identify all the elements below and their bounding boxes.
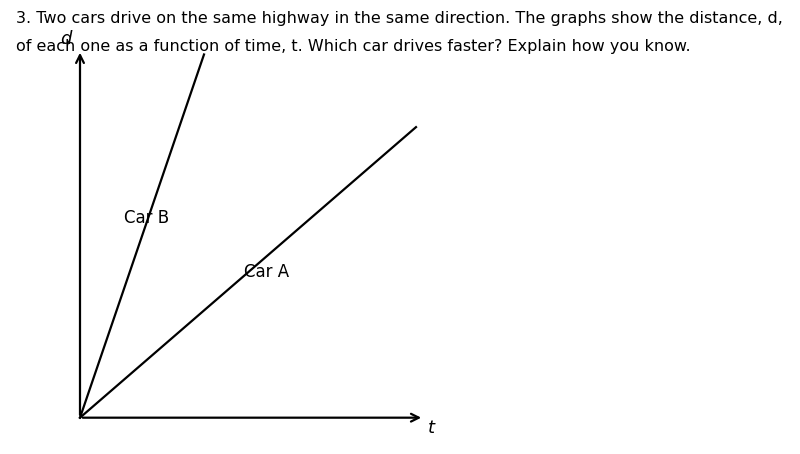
Text: 3. Two cars drive on the same highway in the same direction. The graphs show the: 3. Two cars drive on the same highway in… [16,11,783,26]
Text: t: t [428,419,435,437]
Text: Car B: Car B [124,209,169,227]
Text: d: d [60,30,71,48]
Text: Car A: Car A [244,263,289,281]
Text: of each one as a function of time, t. Which car drives faster? Explain how you k: of each one as a function of time, t. Wh… [16,39,690,54]
